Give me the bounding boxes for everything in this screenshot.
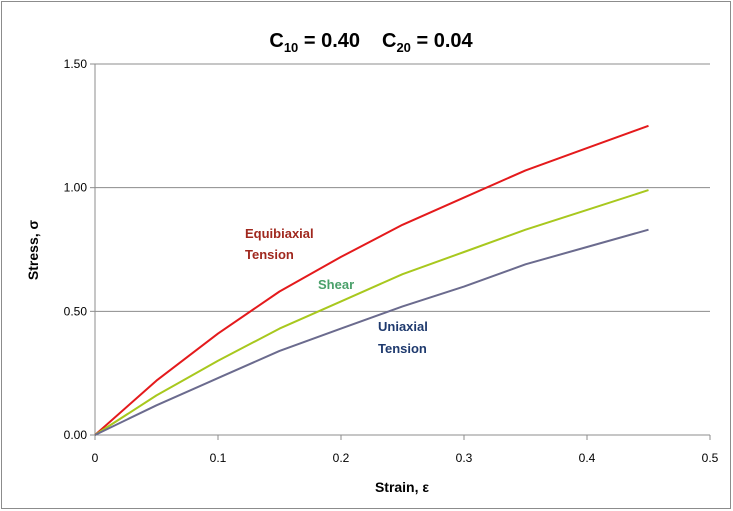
series-line-equibiaxial-tension [94,124,649,436]
equibiaxial-label-line1: Equibiaxial [245,226,314,241]
y-tick-label: 0.00 [64,428,88,442]
y-tick-labels: 0.00 0.50 1.00 1.50 [64,57,95,442]
x-tick-label: 0.5 [702,451,719,465]
title-c10-value: = 0.40 [298,30,360,52]
uniaxial-label-line2: Tension [378,341,427,356]
x-tick-label: 0.1 [210,451,227,465]
y-tick-label: 1.00 [64,181,88,195]
title-c20-subscript: 20 [396,40,410,55]
x-tick-label: 0 [92,451,99,465]
y-tick-label: 0.50 [64,304,88,318]
y-tick-label: 1.50 [64,57,88,71]
x-axis-label: Strain, ε [375,479,429,495]
series-line-shear [94,189,649,436]
series-line-uniaxial-tension [94,228,649,436]
title-c20-letter: C [382,30,396,52]
x-tick-labels: 0 0.1 0.2 0.3 0.4 0.5 [92,435,719,465]
axes [94,64,710,436]
y-axis-label: Stress, σ [25,220,41,281]
chart-title: C10 = 0.40 C20 = 0.04 [269,30,473,55]
uniaxial-label-line1: Uniaxial [378,319,428,334]
x-tick-label: 0.2 [333,451,350,465]
gridlines [95,63,710,312]
title-c10-subscript: 10 [284,40,298,55]
x-tick-label: 0.3 [456,451,473,465]
x-tick-label: 0.4 [579,451,596,465]
equibiaxial-label-line2: Tension [245,247,294,262]
title-c20-value: = 0.04 [411,30,474,52]
shear-label: Shear [318,277,354,292]
title-c10-letter: C [269,30,283,52]
series-lines [94,124,649,436]
